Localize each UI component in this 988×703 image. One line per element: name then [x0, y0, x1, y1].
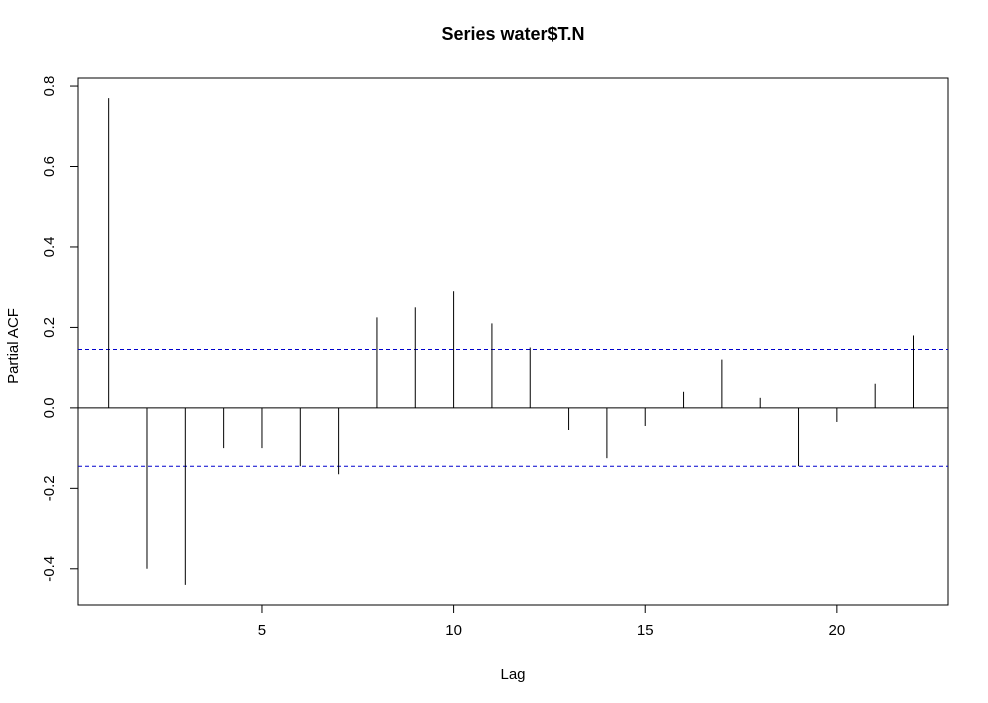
- x-axis-label: Lag: [500, 666, 525, 683]
- x-tick-label: 10: [445, 622, 462, 639]
- y-tick-label: 0.0: [41, 397, 58, 418]
- reference-lines: [78, 349, 948, 467]
- x-axis: 5 10 15 20: [258, 604, 846, 639]
- y-tick-label: 0.2: [41, 317, 58, 338]
- chart-title: Series water$T.N: [441, 24, 584, 44]
- x-tick-label: 5: [258, 622, 266, 639]
- y-tick-label: 0.8: [41, 76, 58, 97]
- y-tick-label: -0.2: [41, 475, 58, 501]
- y-tick-label: 0.4: [41, 237, 58, 258]
- y-tick-label: 0.6: [41, 156, 58, 177]
- y-axis: -0.4 -0.2 0.0 0.2 0.4 0.6 0.8: [41, 76, 79, 582]
- x-tick-label: 20: [829, 622, 846, 639]
- pacf-bars: [108, 98, 915, 585]
- y-axis-label: Partial ACF: [5, 308, 22, 384]
- y-tick-label: -0.4: [41, 556, 58, 582]
- x-tick-label: 15: [637, 622, 654, 639]
